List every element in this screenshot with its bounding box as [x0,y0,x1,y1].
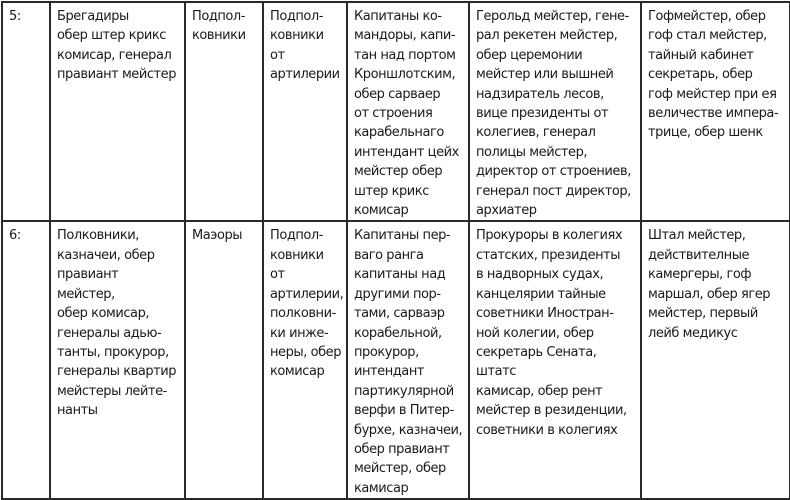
table-cell: Подпол- ковники [184,0,264,223]
table-row-rank-5: 5: Брегадиры обер штер крикс комисар, ге… [1,0,790,223]
table-row-rank-6: 6: Полковники, казначеи, обер правиант м… [1,220,790,500]
table-cell: Брегадиры обер штер крикс комисар, генер… [49,0,186,223]
table-cell: Подпол- ковники от артилерии, полковни- … [262,220,348,500]
rank-number: 5: [1,0,51,223]
table-cell: Капитаны ко- мандоры, капи- тан над порт… [346,0,470,223]
rank-number: 6: [1,220,51,500]
table-cell: Прокуроры в колегиях статских, президент… [468,220,642,500]
table-cell: Герольд мейстер, гене- рал рекетен мейст… [468,0,642,223]
table-cell: Штал мейстер, действителные камергеры, г… [640,220,790,500]
table-cell: Маэоры [184,220,264,500]
table-cell: Подпол- ковники от артилерии [262,0,348,223]
table-cell: Капитаны пер- ваго ранга капитаны над др… [346,220,470,500]
table-cell: Гофмейстер, обер гоф стал мейстер, тайны… [640,0,790,223]
table-cell: Полковники, казначеи, обер правиант мейс… [49,220,186,500]
